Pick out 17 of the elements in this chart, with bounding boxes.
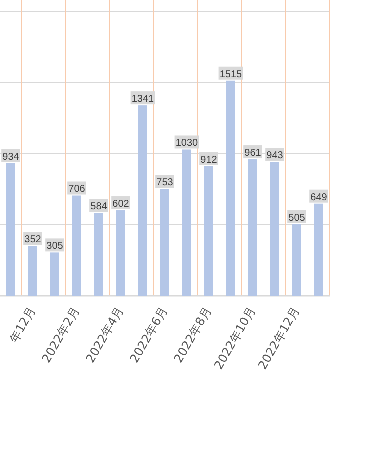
data-label: 505 bbox=[288, 212, 306, 224]
data-label: 1341 bbox=[132, 94, 155, 106]
data-label: 943 bbox=[266, 150, 284, 162]
bar bbox=[204, 166, 214, 296]
data-label: 706 bbox=[68, 184, 86, 196]
data-label: 961 bbox=[244, 148, 262, 160]
data-label: 912 bbox=[200, 154, 218, 166]
data-label: 602 bbox=[112, 199, 130, 210]
data-label: 1030 bbox=[176, 138, 199, 150]
data-label: 934 bbox=[2, 152, 20, 163]
data-label: 649 bbox=[310, 192, 328, 204]
x-tick-label: 年12月 bbox=[6, 304, 39, 346]
data-label: 584 bbox=[90, 202, 108, 213]
data-label: 305 bbox=[46, 241, 64, 252]
data-label: 352 bbox=[24, 234, 42, 246]
data-label: 1515 bbox=[220, 69, 243, 80]
data-label: 753 bbox=[156, 178, 174, 189]
